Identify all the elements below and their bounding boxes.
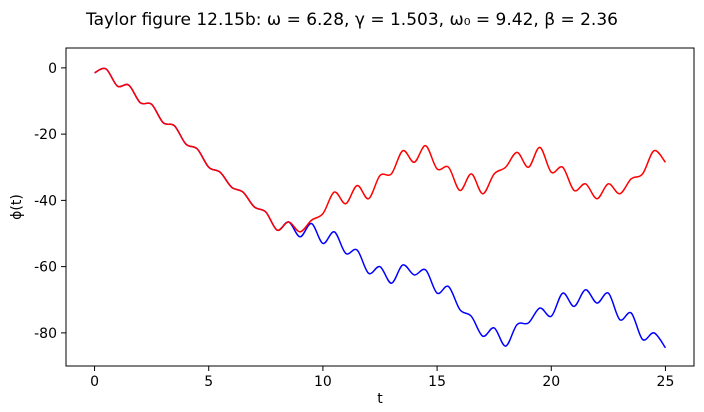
x-axis: 0 5 10 15 20 25 <box>90 366 674 390</box>
x-axis-label: t <box>377 391 383 407</box>
x-tick-label: 10 <box>314 374 332 390</box>
y-axis-label: ϕ(t) <box>9 194 25 220</box>
x-tick-label: 15 <box>428 374 446 390</box>
series-layer <box>94 67 667 349</box>
y-tick-label: -80 <box>34 326 57 342</box>
chart-title: Taylor figure 12.15b: ω = 6.28, γ = 1.50… <box>85 10 618 30</box>
y-tick-label: 0 <box>48 61 57 77</box>
y-tick-label: -60 <box>34 260 57 276</box>
plot-area-frame <box>65 47 695 367</box>
x-tick-label: 20 <box>542 374 560 390</box>
series-line-2 <box>94 67 667 233</box>
x-tick-label: 25 <box>657 374 675 390</box>
y-axis: 0 -20 -40 -60 -80 <box>34 61 66 342</box>
y-tick-label: -20 <box>34 127 57 143</box>
x-tick-label: 0 <box>90 374 99 390</box>
x-tick-label: 5 <box>204 374 213 390</box>
y-tick-label: -40 <box>34 193 57 209</box>
